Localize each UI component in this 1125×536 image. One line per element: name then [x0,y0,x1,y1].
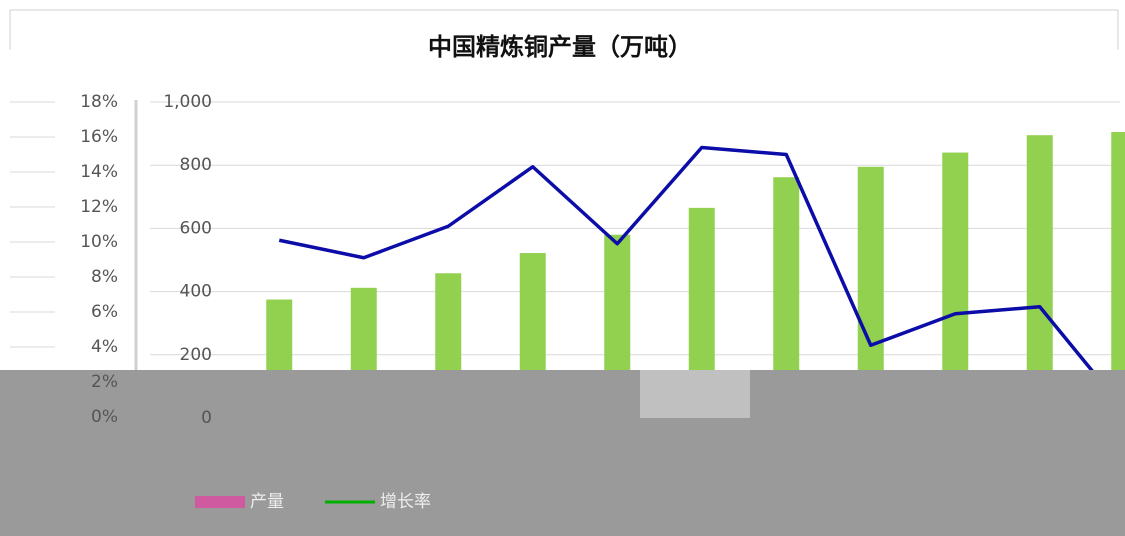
line [278,145,1125,412]
y2-tick-label: 14% [80,162,118,182]
legend-label: 产量 [250,492,284,512]
y2-tick-label: 12% [80,197,118,217]
y2-tick-label: 8% [91,267,118,287]
y-tick-label: 200 [180,345,212,365]
y2-tick-label: 2% [91,372,118,392]
overlay: 0 200 400 600 800 1,000 0% 2% 4% 6% 8% 10% 12% 14% 16%… [80,92,431,512]
bar [1111,132,1125,418]
y-tick-label: 600 [180,218,212,238]
y2-tick-label: 18% [80,92,118,112]
y2-tick-label: 16% [80,127,118,147]
chart-title: 中国精炼铜产量（万吨） [428,33,692,61]
legend-label: 增长率 [380,492,431,512]
y-tick-label: 400 [180,282,212,302]
y-tick-label: 0 [201,408,212,428]
y2-tick-label: 6% [91,302,118,322]
glitch-block [640,370,750,418]
y2-tick-label: 4% [91,337,118,357]
y-tick-label: 800 [180,155,212,175]
y-tick-label: 1,000 [163,92,212,112]
legend-swatch [195,496,245,508]
y2-tick-label: 0% [91,407,118,427]
glitch-band [0,370,1125,536]
y2-tick-label: 10% [80,232,118,252]
